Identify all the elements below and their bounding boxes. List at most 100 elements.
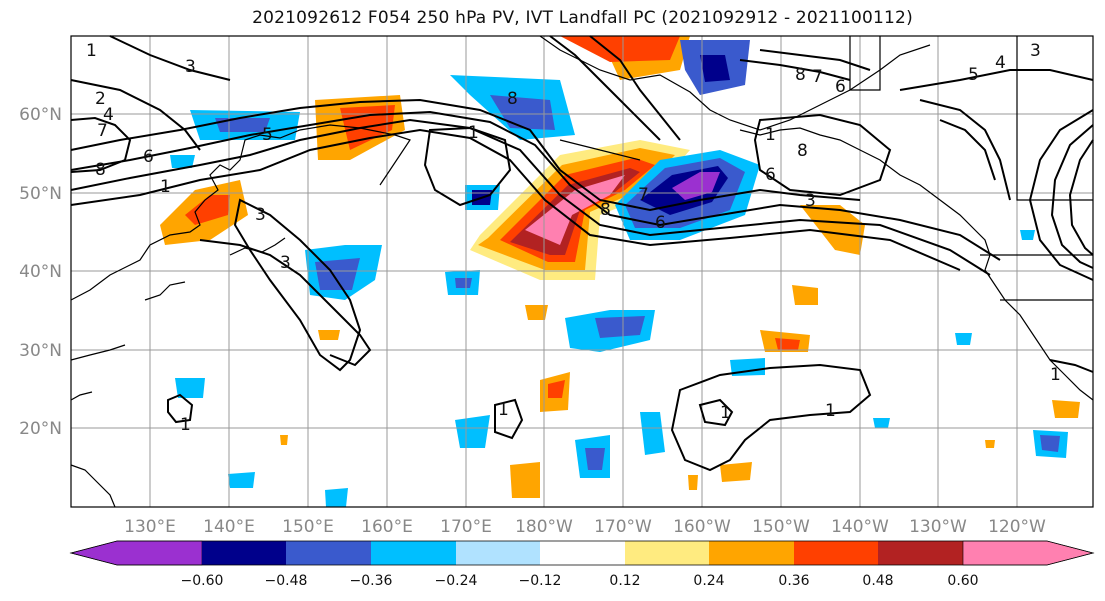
anomaly-blob xyxy=(228,472,255,488)
contour-label: 6 xyxy=(835,77,846,97)
map-border xyxy=(70,35,1094,508)
lat-label: 20°N xyxy=(19,419,62,439)
anomaly-blob xyxy=(595,316,645,338)
contour-label: 4 xyxy=(995,53,1006,73)
contour-label: 3 xyxy=(805,191,816,211)
contour-label: 1 xyxy=(765,125,776,145)
colorbar-segment xyxy=(371,541,456,565)
colorbar-segment xyxy=(625,541,709,565)
anomaly-blob xyxy=(1040,435,1060,452)
colorbar-tick: 0.48 xyxy=(862,573,893,589)
colorbar-segment xyxy=(794,541,878,565)
gridlines xyxy=(71,36,1093,507)
colorbar-tick: 0.12 xyxy=(609,573,640,589)
contour-label: 8 xyxy=(95,160,106,180)
anomaly-blob xyxy=(700,55,730,82)
anomaly-blob xyxy=(585,448,605,470)
colorbar-segment xyxy=(709,541,794,565)
contour-label: 1 xyxy=(86,41,97,61)
anomaly-blob xyxy=(318,330,340,340)
contour-label: 6 xyxy=(655,213,666,233)
colorbar-segment xyxy=(878,541,963,565)
anomaly-blob xyxy=(720,462,752,482)
anomaly-blob xyxy=(792,285,818,305)
colorbar xyxy=(69,540,1095,566)
anomaly-blob xyxy=(985,440,995,448)
contour-lines xyxy=(70,35,1094,472)
contour-label: 7 xyxy=(638,185,649,205)
lon-label: 170°W xyxy=(594,517,652,537)
lon-label: 170°E xyxy=(440,517,492,537)
anomaly-blob xyxy=(775,338,800,350)
anomaly-blob xyxy=(175,378,205,398)
contour-label: 6 xyxy=(765,165,776,185)
colorbar-tick: −0.12 xyxy=(519,573,562,589)
contour-label: 3 xyxy=(255,205,266,225)
anomaly-blob xyxy=(1020,230,1035,240)
colorbar-tick: 0.24 xyxy=(693,573,724,589)
contour-label: 5 xyxy=(968,65,979,85)
colorbar-segment xyxy=(540,541,625,565)
contour-label: 4 xyxy=(103,105,114,125)
colorbar-outline xyxy=(69,540,1095,566)
contour-label: 3 xyxy=(185,57,196,77)
lon-label: 130°W xyxy=(909,517,967,537)
lon-label: 120°W xyxy=(988,517,1046,537)
anomaly-blob xyxy=(325,488,348,507)
contour-label: 1 xyxy=(1050,365,1061,385)
colorbar-tick: −0.48 xyxy=(265,573,308,589)
colorbar-segment xyxy=(69,540,203,566)
anomaly-blob xyxy=(170,155,195,168)
map-title: 2021092612 F054 250 hPa PV, IVT Landfall… xyxy=(252,8,913,28)
anomaly-blob xyxy=(955,333,972,345)
lon-label: 150°E xyxy=(282,517,334,537)
anomaly-blob xyxy=(800,205,865,255)
contour-label-group: 1 3 2 4 7 8 5 6 1 3 8 1 8 7 6 1 8 6 3 6 … xyxy=(86,41,1061,435)
contour-label: 7 xyxy=(812,67,823,87)
contour-label: 8 xyxy=(797,141,808,161)
longitude-labels: 130°E 140°E 150°E 160°E 170°E 180°W 170°… xyxy=(124,517,1046,537)
anomaly-blob xyxy=(1052,400,1080,418)
contour-label: 1 xyxy=(825,401,836,421)
anomaly-blob xyxy=(510,462,540,498)
lon-label: 180°W xyxy=(515,517,573,537)
colorbar-segment xyxy=(286,541,371,565)
contour-label: 3 xyxy=(1030,41,1041,61)
contour-label: 7 xyxy=(97,121,108,141)
colorbar-tick: 0.60 xyxy=(947,573,978,589)
anomaly-blob xyxy=(873,418,890,428)
anomaly-blob xyxy=(525,305,548,320)
anomaly-blob xyxy=(688,475,698,490)
contour-label: 1 xyxy=(160,177,171,197)
anomaly-blob xyxy=(548,380,565,398)
lat-label: 60°N xyxy=(19,105,62,125)
colorbar-tick: −0.24 xyxy=(435,573,478,589)
contour-label: 1 xyxy=(720,403,731,423)
contour-label: 5 xyxy=(262,125,273,145)
contour-label: 6 xyxy=(143,147,154,167)
lon-label: 130°E xyxy=(124,517,176,537)
anomaly-blob xyxy=(280,435,288,445)
anomaly-blob xyxy=(455,278,472,288)
colorbar-tick: −0.36 xyxy=(350,573,393,589)
anomaly-blob xyxy=(640,412,665,455)
anomaly-blob xyxy=(455,415,490,448)
colorbar-tick: −0.60 xyxy=(181,573,224,589)
contour-label: 1 xyxy=(498,400,509,420)
contour-label: 1 xyxy=(468,123,479,143)
contour-label: 8 xyxy=(507,89,518,109)
anomaly-blob xyxy=(185,195,230,225)
lat-label: 50°N xyxy=(19,184,62,204)
contour-label: 8 xyxy=(600,200,611,220)
colorbar-segment xyxy=(456,541,540,565)
lon-label: 140°E xyxy=(203,517,255,537)
contour-label: 1 xyxy=(180,415,191,435)
latitude-labels: 60°N 50°N 40°N 30°N 20°N xyxy=(19,105,62,439)
colorbar-tick-labels: −0.60 −0.48 −0.36 −0.24 −0.12 0.12 0.24 … xyxy=(181,573,979,589)
contour-label: 8 xyxy=(795,65,806,85)
lon-label: 140°W xyxy=(831,517,889,537)
colorbar-segment xyxy=(202,541,286,565)
lon-label: 150°W xyxy=(752,517,810,537)
contour-label: 3 xyxy=(280,253,291,273)
